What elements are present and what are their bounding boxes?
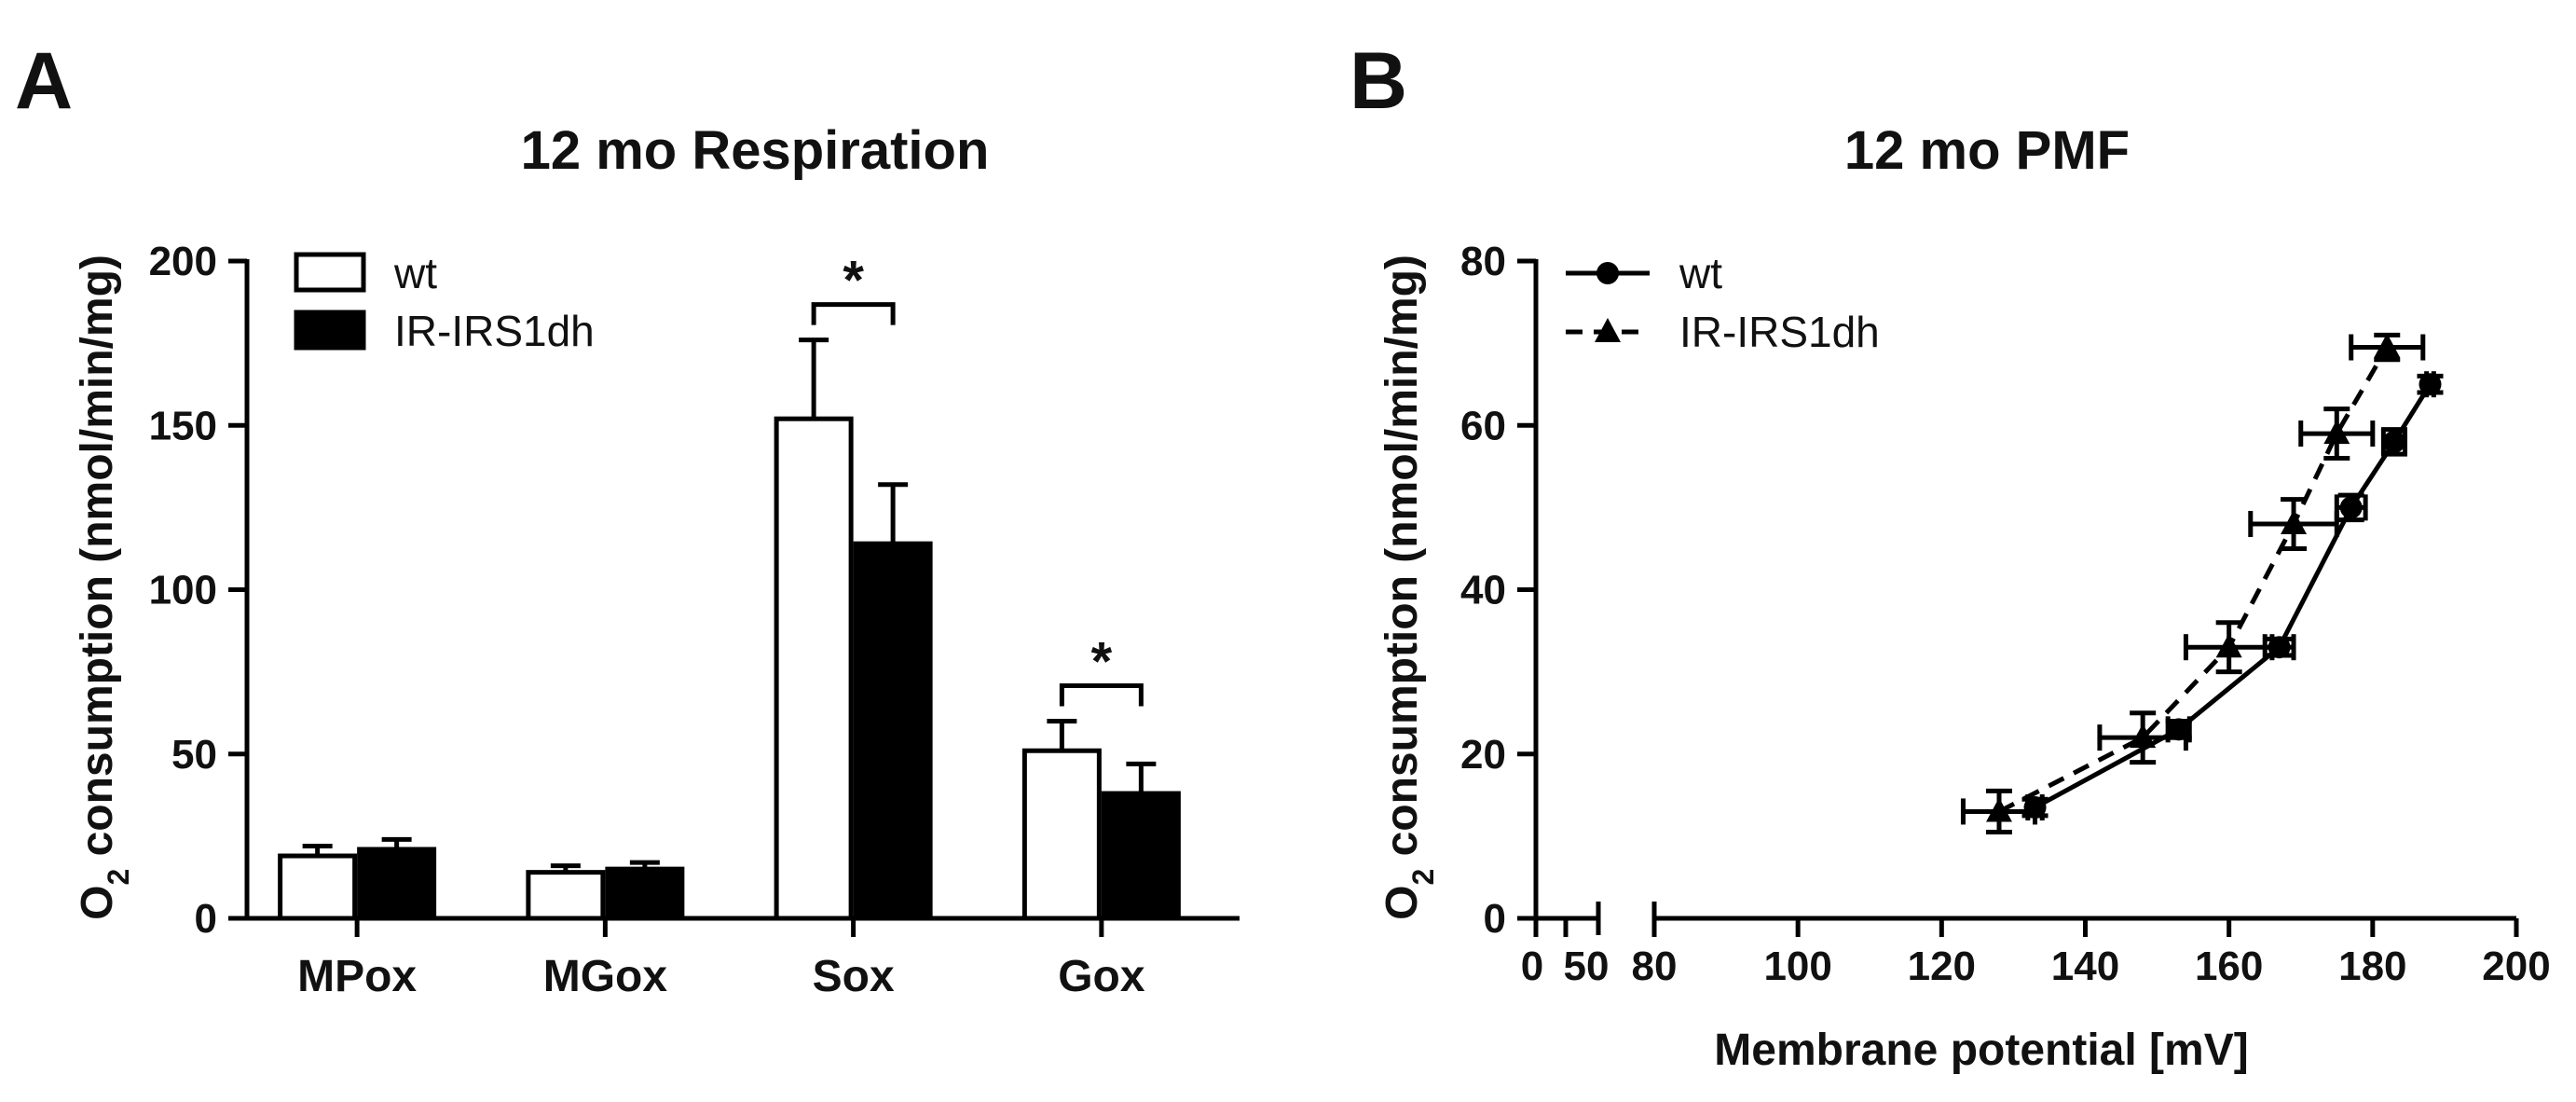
legend-swatch [294,310,366,351]
bar-ir-irs1dh [1101,791,1181,921]
x-tick-label: 50 [1564,944,1610,989]
x-tick-label: 180 [2338,944,2406,989]
data-point-ir-irs1dh [1986,797,2012,822]
legend-marker [1595,318,1621,342]
y-tick-label: 20 [1460,732,1506,778]
bar-wt [278,853,358,921]
data-point-wt [2382,430,2405,453]
y-tick-label: 150 [149,403,217,448]
x-tick-label: 120 [1908,944,1976,989]
x-tick-label: 160 [2195,944,2263,989]
significance-star: * [1091,632,1113,693]
x-tick-label: 200 [2482,944,2550,989]
category-label: Sox [813,952,895,1001]
x-tick-label: 140 [2051,944,2119,989]
legend-label: wt [393,249,437,297]
y-tick-label: 40 [1460,568,1506,613]
significance-star: * [843,251,864,311]
series-line-wt [2034,382,2432,810]
data-point-ir-irs1dh [2374,333,2401,358]
bar-ir-irs1dh [605,866,685,921]
legend-label: wt [1679,249,1722,297]
data-point-ir-irs1dh [2281,510,2308,534]
data-point-ir-irs1dh [2130,723,2157,749]
bar-ir-irs1dh [853,541,933,921]
legend-label: IR-IRS1dh [1679,308,1880,356]
legend-label: IR-IRS1dh [394,307,595,355]
panel-a-letter: A [15,36,73,126]
category-label: MPox [297,952,417,1001]
y-tick-label: 0 [1484,896,1506,942]
bar-wt [774,416,854,921]
panel-b-title: 12 mo PMF [1844,120,2130,181]
category-label: Gox [1058,952,1145,1001]
data-point-wt [2418,373,2442,396]
x-tick-label: 100 [1763,944,1831,989]
panel-a-respiration-chart: A 12 mo Respiration O2 consumption (nmol… [15,36,1240,1001]
data-point-ir-irs1dh [2215,633,2242,658]
panel-a-y-axis-label: O2 consumption (nmol/min/mg) [73,255,135,920]
y-tick-label: 50 [171,732,217,778]
data-point-wt [2339,496,2363,519]
legend-marker [1596,262,1619,284]
significance-bracket [1059,683,1144,707]
legend-swatch [294,252,366,293]
data-point-ir-irs1dh [2323,420,2350,445]
y-tick-label: 200 [149,239,217,284]
bar-wt [1021,748,1102,921]
series-line-ir-irs1dh [1997,346,2390,814]
y-tick-label: 80 [1460,239,1506,284]
panel-b-y-axis-label: O2 consumption (nmol/min/mg) [1377,255,1440,920]
panel-b-x-axis-label: Membrane potential [mV] [1714,1026,2248,1075]
panel-b-pmf-chart: B 12 mo PMF O2 consumption (nmol/min/mg)… [1350,36,2551,1075]
panel-a-title: 12 mo Respiration [521,120,990,181]
y-tick-label: 60 [1460,403,1506,448]
bar-ir-irs1dh [357,847,437,921]
y-tick-label: 100 [149,568,217,613]
significance-bracket [811,302,896,325]
y-tick-label: 0 [195,896,217,942]
panel-b-letter: B [1350,36,1407,126]
category-label: MGox [543,952,668,1001]
bar-wt [526,870,606,921]
x-tick-label: 80 [1632,944,1678,989]
x-tick-label: 0 [1521,944,1543,989]
